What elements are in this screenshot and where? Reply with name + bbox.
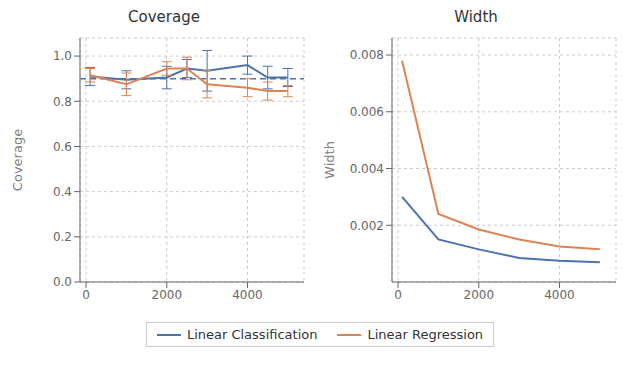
svg-text:2000: 2000: [152, 288, 183, 302]
svg-text:0.6: 0.6: [53, 140, 72, 154]
svg-text:0.002: 0.002: [350, 219, 384, 233]
svg-text:0.008: 0.008: [350, 48, 384, 62]
html-text:Linear Regression: Linear Regression: [367, 327, 484, 342]
svg-text:Coverage: Coverage: [10, 129, 25, 191]
svg-text:0: 0: [394, 288, 402, 302]
svg-text:0.004: 0.004: [350, 162, 384, 176]
svg-text:4000: 4000: [544, 288, 575, 302]
html-text:Linear Classification: Linear Classification: [186, 327, 318, 342]
svg-text:4000: 4000: [232, 288, 263, 302]
svg-text:1.0: 1.0: [53, 49, 72, 63]
svg-text:0.2: 0.2: [53, 230, 72, 244]
svg-text:Width: Width: [322, 141, 337, 179]
svg-text:2000: 2000: [464, 288, 495, 302]
html-text:Coverage: Coverage: [128, 8, 200, 26]
html-text:Width: Width: [454, 8, 498, 26]
svg-text:0.006: 0.006: [350, 105, 384, 119]
svg-text:0.0: 0.0: [53, 275, 72, 289]
svg-text:0.8: 0.8: [53, 95, 72, 109]
svg-text:0: 0: [82, 288, 90, 302]
svg-text:0.4: 0.4: [53, 185, 72, 199]
